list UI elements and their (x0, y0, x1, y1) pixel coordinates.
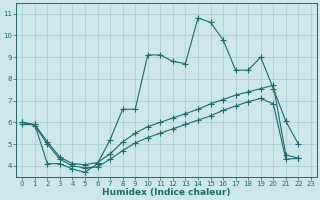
X-axis label: Humidex (Indice chaleur): Humidex (Indice chaleur) (102, 188, 231, 197)
